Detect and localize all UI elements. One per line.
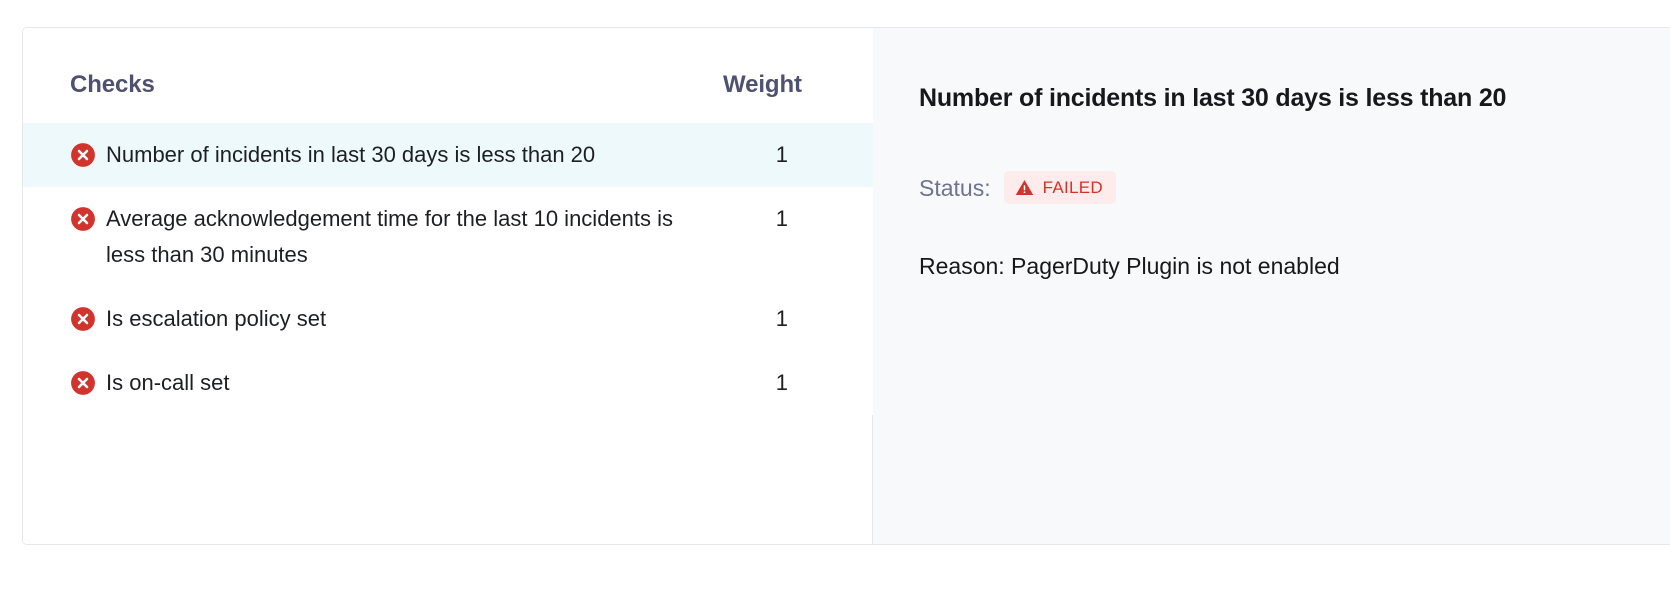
circle-x-error-icon xyxy=(70,370,96,396)
checks-card: Checks Weight Number of incidents in las… xyxy=(22,27,1670,545)
check-weight-cell: 1 xyxy=(723,287,873,351)
status-badge-text: FAILED xyxy=(1042,178,1103,197)
status-label: Status: xyxy=(919,174,991,201)
circle-x-error-icon xyxy=(70,206,96,232)
table-row[interactable]: Is on-call set 1 xyxy=(23,351,873,415)
check-name-cell[interactable]: Number of incidents in last 30 days is l… xyxy=(23,123,723,187)
check-row-content: Is on-call set xyxy=(70,365,715,401)
check-label: Is on-call set xyxy=(106,370,230,395)
warning-triangle-icon xyxy=(1015,178,1034,197)
check-detail-reason: Reason: PagerDuty Plugin is not enabled xyxy=(919,253,1340,279)
check-weight-cell: 1 xyxy=(723,123,873,187)
status-badge: FAILED xyxy=(1003,171,1116,204)
check-name-cell[interactable]: Average acknowledgement time for the las… xyxy=(23,187,723,287)
table-row[interactable]: Is escalation policy set 1 xyxy=(23,287,873,351)
check-name-cell[interactable]: Is escalation policy set xyxy=(23,287,723,351)
check-weight-cell: 1 xyxy=(723,351,873,415)
column-header-weight[interactable]: Weight xyxy=(723,28,873,123)
table-row[interactable]: Number of incidents in last 30 days is l… xyxy=(23,123,873,187)
check-label: Number of incidents in last 30 days is l… xyxy=(106,142,596,167)
check-weight-cell: 1 xyxy=(723,187,873,287)
check-label: Average acknowledgement time for the las… xyxy=(106,206,674,267)
check-label: Is escalation policy set xyxy=(106,306,327,331)
check-detail-pane: Number of incidents in last 30 days is l… xyxy=(873,28,1670,544)
check-row-content: Average acknowledgement time for the las… xyxy=(70,201,715,273)
check-row-content: Is escalation policy set xyxy=(70,301,715,337)
checks-list-pane: Checks Weight Number of incidents in las… xyxy=(23,28,873,544)
circle-x-error-icon xyxy=(70,306,96,332)
status-row: Status: FAILED xyxy=(919,171,1637,204)
check-detail-title: Number of incidents in last 30 days is l… xyxy=(919,84,1507,112)
checks-table-body: Number of incidents in last 30 days is l… xyxy=(23,123,873,415)
check-row-content: Number of incidents in last 30 days is l… xyxy=(70,137,715,173)
column-header-checks[interactable]: Checks xyxy=(23,28,723,123)
table-row[interactable]: Average acknowledgement time for the las… xyxy=(23,187,873,287)
check-name-cell[interactable]: Is on-call set xyxy=(23,351,723,415)
table-header-row: Checks Weight xyxy=(23,28,873,123)
circle-x-error-icon xyxy=(70,142,96,168)
checks-table-header: Checks Weight xyxy=(23,28,873,123)
checks-table: Checks Weight Number of incidents in las… xyxy=(23,28,873,415)
